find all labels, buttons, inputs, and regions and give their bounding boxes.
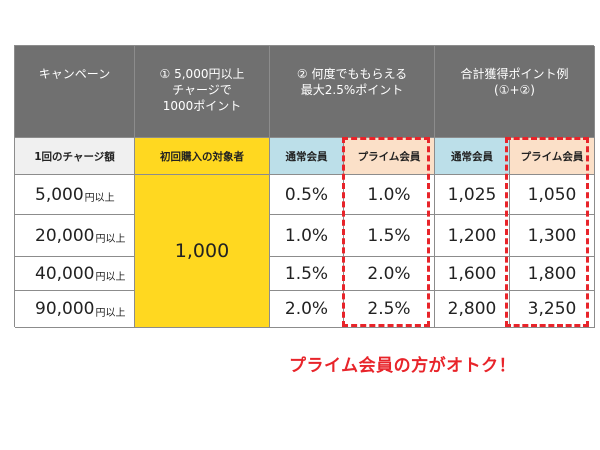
subheader-prime-member-rate: プライム会員	[344, 138, 435, 175]
subheader-regular-member-total: 通常会員	[435, 138, 510, 175]
amount-unit: 円以上	[95, 307, 126, 319]
prime-benefit-note: プライム会員の方がオトク！	[289, 356, 517, 376]
regular-total-cell: 2,800	[435, 291, 510, 328]
subheader-prime-member-total: プライム会員	[510, 138, 595, 175]
header-first-charge-bonus: ① 5,000円以上 チャージで 1000ポイント	[135, 46, 270, 138]
regular-rate-cell: 0.5%	[270, 175, 344, 215]
regular-rate-cell: 1.0%	[270, 215, 344, 257]
amount-unit: 円以上	[95, 272, 126, 283]
header-repeat-points: ② 何度でももらえる 最大2.5%ポイント	[270, 46, 435, 138]
header-total-points: 合計獲得ポイント例 (①+②)	[435, 46, 595, 138]
regular-rate-cell: 2.0%	[270, 291, 344, 328]
amount-value: 5,000	[35, 184, 84, 205]
prime-total-cell: 1,800	[510, 257, 595, 291]
regular-total-cell: 1,025	[435, 175, 510, 215]
charge-amount-cell: 5,000 円以上	[15, 175, 135, 215]
regular-rate-cell: 1.5%	[270, 257, 344, 291]
charge-amount-cell: 90,000 円以上	[15, 291, 135, 328]
charge-amount-cell: 20,000 円以上	[15, 215, 135, 257]
prime-rate-cell: 2.0%	[344, 257, 435, 291]
prime-rate-cell: 1.0%	[344, 175, 435, 215]
prime-total-cell: 1,300	[510, 215, 595, 257]
prime-total-cell: 1,050	[510, 175, 595, 215]
prime-rate-cell: 2.5%	[344, 291, 435, 328]
regular-total-cell: 1,600	[435, 257, 510, 291]
amount-value: 40,000	[35, 263, 95, 284]
prime-total-cell: 3,250	[510, 291, 595, 328]
amount-unit: 円以上	[95, 234, 126, 245]
points-table: キャンペーン ① 5,000円以上 チャージで 1000ポイント ② 何度でもも…	[14, 45, 595, 328]
subheader-first-purchase: 初回購入の対象者	[135, 138, 270, 175]
subheader-charge-amount: 1回のチャージ額	[15, 138, 135, 175]
header-campaign: キャンペーン	[15, 46, 135, 138]
charge-amount-cell: 40,000 円以上	[15, 257, 135, 291]
subheader-regular-member-rate: 通常会員	[270, 138, 344, 175]
amount-value: 90,000	[35, 299, 95, 319]
amount-unit: 円以上	[84, 193, 115, 204]
first-purchase-points: 1,000	[135, 175, 270, 328]
prime-rate-cell: 1.5%	[344, 215, 435, 257]
regular-total-cell: 1,200	[435, 215, 510, 257]
amount-value: 20,000	[35, 225, 95, 246]
